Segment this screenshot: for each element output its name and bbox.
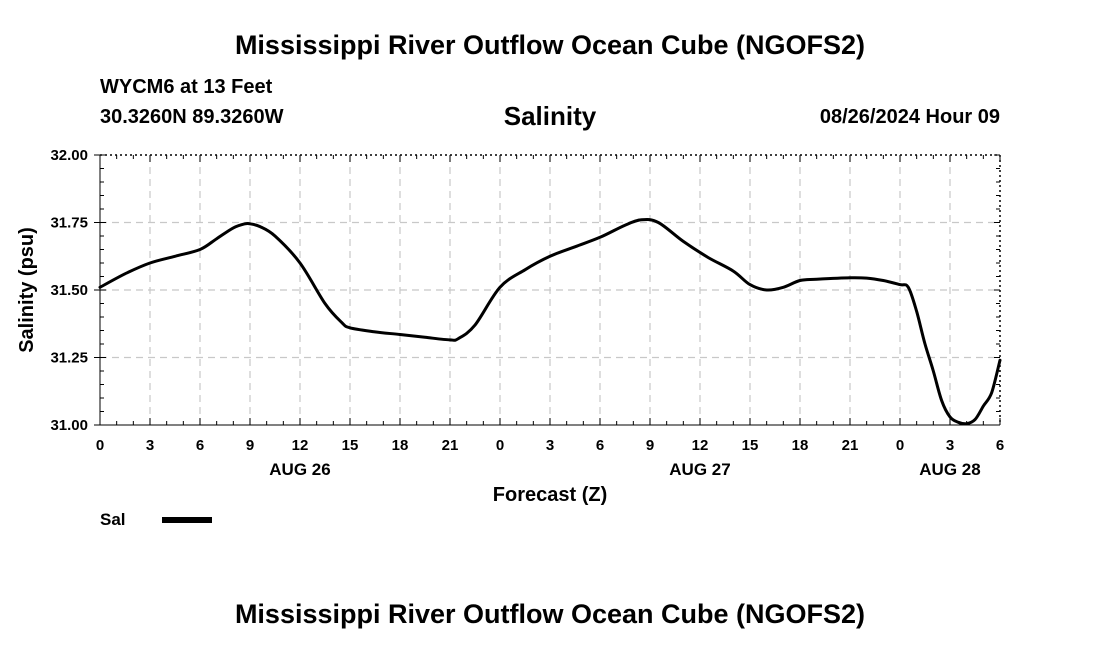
x-tick-label: 12 — [292, 437, 309, 454]
legend-label: Sal — [100, 510, 126, 529]
y-tick-label: 32.00 — [50, 147, 88, 164]
station-label: WYCM6 at 13 Feet — [100, 76, 273, 98]
footer-title: Mississippi River Outflow Ocean Cube (NG… — [234, 599, 866, 629]
forecast-datetime: 08/26/2024 Hour 09 — [819, 106, 1000, 128]
x-day-label: AUG 26 — [269, 460, 330, 479]
x-tick-label: 21 — [842, 437, 859, 454]
x-tick-label: 15 — [342, 437, 359, 454]
y-tick-label: 31.00 — [50, 417, 88, 434]
x-tick-label: 6 — [596, 437, 604, 454]
y-tick-label: 31.50 — [50, 282, 88, 299]
station-coordinates: 30.3260N 89.3260W — [100, 106, 284, 128]
x-tick-label: 12 — [692, 437, 709, 454]
y-axis-title: Salinity (psu) — [16, 227, 38, 353]
legend-line-swatch — [162, 517, 212, 523]
x-tick-label: 3 — [546, 437, 554, 454]
x-tick-label: 9 — [246, 437, 254, 454]
x-tick-label: 3 — [146, 437, 154, 454]
x-tick-label: 3 — [946, 437, 954, 454]
x-tick-label: 0 — [496, 437, 504, 454]
x-tick-label: 6 — [996, 437, 1004, 454]
x-tick-label: 6 — [196, 437, 204, 454]
series-line-salinity — [98, 217, 1002, 426]
x-tick-label: 18 — [392, 437, 409, 454]
chart-title: Salinity — [503, 101, 597, 131]
x-tick-label: 18 — [792, 437, 809, 454]
y-tick-label: 31.25 — [50, 350, 88, 367]
main-title: Mississippi River Outflow Ocean Cube (NG… — [234, 30, 866, 60]
x-tick-label: 9 — [646, 437, 654, 454]
x-tick-label: 0 — [896, 437, 904, 454]
x-tick-label: 0 — [96, 437, 104, 454]
x-axis-title: Forecast (Z) — [493, 484, 607, 506]
y-tick-label: 31.75 — [50, 215, 88, 232]
x-day-label: AUG 28 — [919, 460, 980, 479]
x-day-label: AUG 27 — [669, 460, 730, 479]
x-tick-label: 21 — [442, 437, 459, 454]
x-tick-label: 15 — [742, 437, 759, 454]
